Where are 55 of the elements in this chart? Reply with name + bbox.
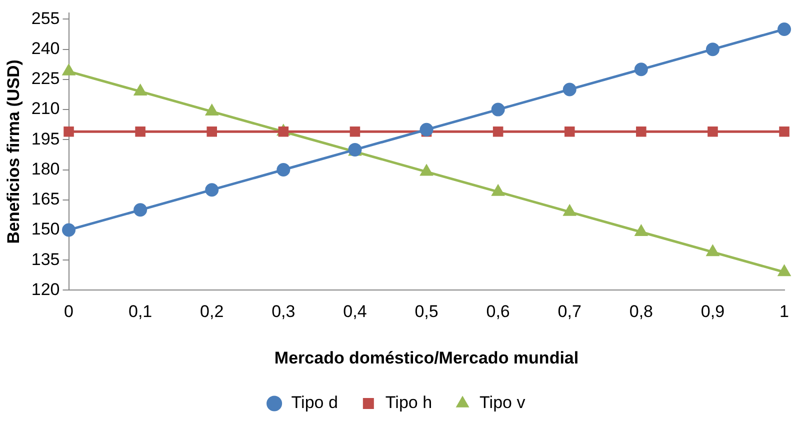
x-tick-label: 0,2 (200, 302, 224, 322)
point (350, 126, 360, 137)
point (706, 245, 719, 256)
point (491, 102, 505, 116)
point (420, 122, 434, 136)
y-tick-label: 240 (31, 39, 60, 58)
point (492, 185, 504, 196)
point (492, 126, 504, 137)
y-tick-label: 225 (31, 69, 60, 88)
point (420, 165, 433, 176)
y-tick-label: 120 (31, 280, 60, 299)
x-axis-title: Mercado doméstico/Mercado mundial (274, 348, 579, 368)
x-tick-label: 0 (64, 302, 74, 322)
point (135, 126, 146, 137)
y-axis-title: Beneficios firma (USD) (4, 60, 23, 244)
point (278, 126, 289, 137)
point (206, 126, 218, 137)
point (564, 205, 576, 216)
x-tick-label: 0,5 (414, 302, 438, 322)
point (635, 225, 648, 236)
point (134, 203, 148, 217)
point (708, 126, 718, 137)
point (636, 126, 646, 137)
y-tick-label: 210 (31, 99, 60, 118)
x-tick-label: 0,9 (700, 302, 725, 322)
y-tick-label: 135 (31, 250, 60, 269)
point (206, 104, 218, 116)
point (62, 64, 75, 76)
point (706, 42, 720, 56)
point (276, 163, 290, 177)
point (134, 84, 146, 96)
point (779, 126, 790, 137)
point (62, 223, 76, 237)
x-tick-label: 0,6 (486, 302, 510, 322)
x-tick-label: 0,4 (343, 302, 367, 322)
point (634, 62, 648, 76)
point (205, 183, 219, 197)
x-tick-label: 0,7 (558, 302, 582, 322)
legend-label: Tipo v (480, 393, 526, 412)
point (562, 82, 576, 96)
y-tick-label: 195 (31, 129, 60, 148)
legend-label: Tipo d (291, 393, 338, 412)
point (64, 126, 74, 137)
x-tick-label: 0,1 (128, 302, 152, 322)
y-tick-label: 165 (31, 190, 60, 209)
y-tick-label: 150 (31, 220, 60, 239)
y-tick-label: 255 (31, 8, 60, 28)
point (564, 126, 575, 137)
y-tick-label: 180 (31, 159, 60, 178)
legend-label: Tipo h (385, 393, 432, 412)
point (778, 22, 792, 36)
point (778, 265, 790, 276)
x-tick-label: 0,8 (629, 302, 653, 322)
x-tick-label: 1 (780, 302, 790, 322)
x-tick-label: 0,3 (272, 302, 296, 322)
